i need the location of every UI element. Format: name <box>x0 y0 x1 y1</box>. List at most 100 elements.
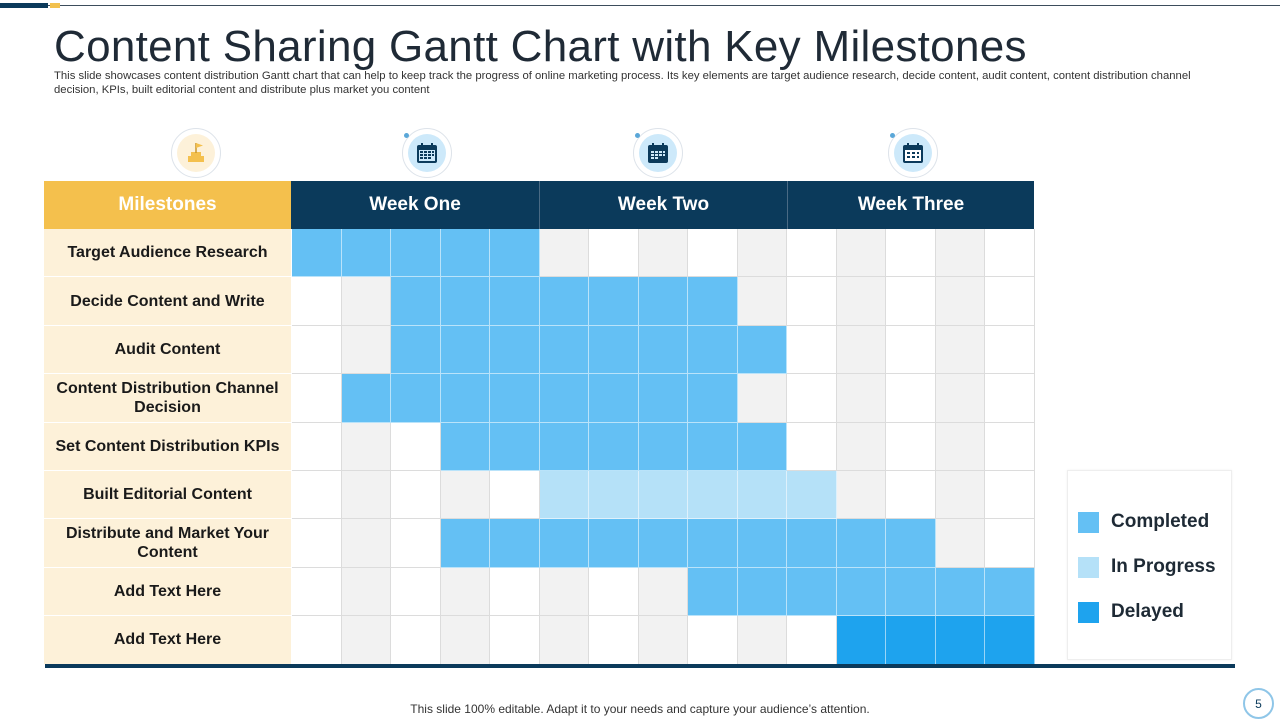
gantt-bar-cell-completed <box>737 422 787 471</box>
gantt-empty-cell <box>440 567 490 617</box>
gantt-empty-cell <box>985 325 1035 375</box>
gantt-empty-cell <box>886 471 936 520</box>
gantt-empty-cell <box>985 519 1035 568</box>
gantt-empty-cell <box>935 229 985 278</box>
gantt-empty-cell <box>787 422 837 471</box>
gantt-empty-cell <box>341 616 391 665</box>
gantt-bar-cell-delayed <box>985 616 1035 665</box>
gantt-empty-cell <box>391 616 441 665</box>
gantt-empty-cell <box>391 567 441 617</box>
gantt-empty-cell <box>539 616 589 665</box>
gantt-empty-cell <box>985 277 1035 326</box>
gantt-empty-cell <box>292 325 342 375</box>
gantt-bar-cell-completed <box>886 567 936 617</box>
gantt-bar-cell-completed <box>836 519 886 568</box>
gantt-empty-cell <box>836 422 886 471</box>
legend-swatch-in-progress <box>1078 556 1099 578</box>
gantt-bar-cell-completed <box>589 277 639 326</box>
decor-dot <box>635 133 640 138</box>
gantt-bar-cell-completed <box>539 277 589 326</box>
gantt-empty-cell <box>589 616 639 665</box>
bottom-rule <box>45 664 1235 668</box>
gantt-bar-cell-completed <box>688 374 738 423</box>
gantt-bar-cell-completed <box>440 422 490 471</box>
gantt-bar-cell-in-progress <box>787 471 837 520</box>
gantt-bar-cell-completed <box>589 422 639 471</box>
calendar-icon <box>633 128 683 178</box>
gantt-empty-cell <box>292 471 342 520</box>
gantt-bar-cell-completed <box>490 422 540 471</box>
gantt-bar-cell-completed <box>638 374 688 423</box>
gantt-empty-cell <box>935 519 985 568</box>
top-accent-dark <box>0 3 48 8</box>
gantt-empty-cell <box>341 519 391 568</box>
gantt-bar-cell-completed <box>341 374 391 423</box>
gantt-bar-cell-completed <box>589 325 639 375</box>
milestone-label: Content Distribution Channel Decision <box>44 374 291 423</box>
top-accent-gold <box>50 3 60 8</box>
gantt-bar-cell-completed <box>440 374 490 423</box>
gantt-bar-cell-completed <box>440 325 490 375</box>
gantt-empty-cell <box>787 277 837 326</box>
gantt-empty-cell <box>787 325 837 375</box>
gantt-bar-cell-completed <box>539 422 589 471</box>
legend-label-in-progress: In Progress <box>1111 556 1216 577</box>
gantt-bar-cell-completed <box>391 374 441 423</box>
gantt-bar-cell-completed <box>688 567 738 617</box>
gantt-bar-cell-completed <box>440 277 490 326</box>
header-milestones: Milestones <box>44 181 291 229</box>
gantt-bar-cell-in-progress <box>589 471 639 520</box>
gantt-empty-cell <box>787 229 837 278</box>
gantt-bar-cell-completed <box>688 325 738 375</box>
gantt-empty-cell <box>836 229 886 278</box>
gantt-bar-cell-completed <box>539 325 589 375</box>
gantt-bar-cell-completed <box>638 325 688 375</box>
header-week-two: Week Two <box>539 181 787 229</box>
legend-swatch-completed <box>1078 511 1099 533</box>
gantt-bar-cell-completed <box>589 374 639 423</box>
gantt-empty-cell <box>935 374 985 423</box>
gantt-bar-cell-completed <box>985 567 1035 617</box>
gantt-bar-cell-completed <box>688 277 738 326</box>
gantt-empty-cell <box>638 567 688 617</box>
gantt-bar-cell-completed <box>391 325 441 375</box>
gantt-bar-cell-completed <box>638 519 688 568</box>
gantt-empty-cell <box>985 374 1035 423</box>
gantt-bar-cell-completed <box>589 519 639 568</box>
gantt-bar-cell-in-progress <box>688 471 738 520</box>
page-number: 5 <box>1243 688 1274 719</box>
calendar-icon <box>402 128 452 178</box>
gantt-bar-cell-completed <box>935 567 985 617</box>
gantt-bar-cell-completed <box>638 422 688 471</box>
gantt-bar-cell-in-progress <box>539 471 589 520</box>
milestone-label: Distribute and Market Your Content <box>44 519 291 568</box>
gantt-bar-cell-delayed <box>886 616 936 665</box>
gantt-bar-cell-completed <box>490 374 540 423</box>
decor-dot <box>890 133 895 138</box>
gantt-empty-cell <box>341 277 391 326</box>
gantt-empty-cell <box>589 229 639 278</box>
gantt-bar-cell-completed <box>490 229 540 278</box>
gantt-bar-cell-completed <box>886 519 936 568</box>
gantt-empty-cell <box>787 374 837 423</box>
gantt-empty-cell <box>292 374 342 423</box>
gantt-empty-cell <box>490 616 540 665</box>
milestone-flag-icon <box>171 128 221 178</box>
gantt-empty-cell <box>341 325 391 375</box>
gantt-bar-cell-completed <box>490 325 540 375</box>
gantt-empty-cell <box>836 374 886 423</box>
gantt-empty-cell <box>490 471 540 520</box>
gantt-bar-cell-completed <box>490 277 540 326</box>
milestone-label: Audit Content <box>44 325 291 375</box>
gantt-empty-cell <box>341 422 391 471</box>
gantt-bar-cell-completed <box>391 229 441 278</box>
gantt-bar-cell-completed <box>737 519 787 568</box>
gantt-empty-cell <box>886 325 936 375</box>
gantt-bar-cell-completed <box>688 422 738 471</box>
gantt-bar-cell-completed <box>688 519 738 568</box>
gantt-empty-cell <box>638 616 688 665</box>
gantt-empty-cell <box>292 519 342 568</box>
gantt-empty-cell <box>638 229 688 278</box>
gantt-empty-cell <box>490 567 540 617</box>
gantt-bar-cell-completed <box>440 229 490 278</box>
